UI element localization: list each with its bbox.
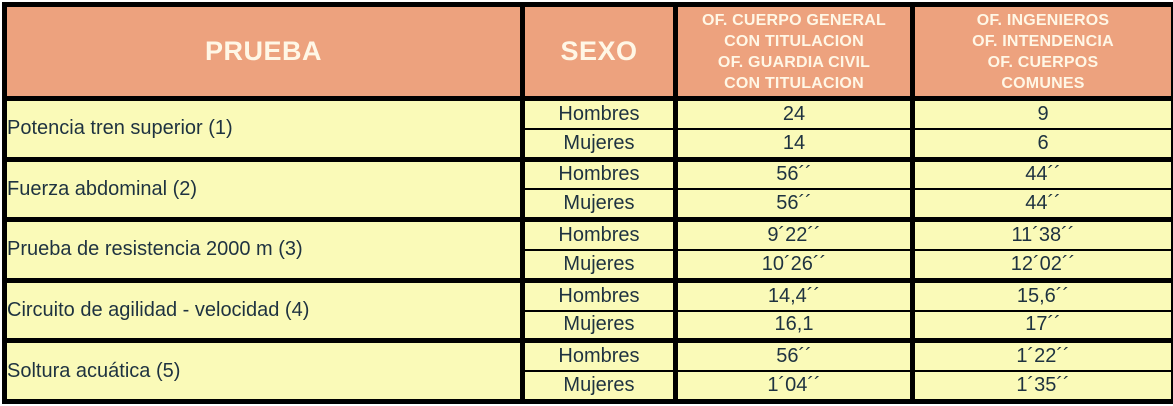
table-row-hombres: Prueba de resistencia 2000 m (3) Hombres… xyxy=(2,217,1173,283)
table-row-hombres: Soltura acuática (5) Hombres 56´´ 1´22´´ xyxy=(2,338,1173,404)
sexo-cell: Hombres xyxy=(520,338,678,373)
sexo-cell: Hombres xyxy=(520,217,678,251)
table-row-hombres: Circuito de agilidad - velocidad (4) Hom… xyxy=(2,277,1173,344)
value-cell: 15,6´´ xyxy=(910,277,1173,312)
value-cell: 16,1 xyxy=(673,309,915,344)
sexo-cell: Hombres xyxy=(520,95,678,130)
value-cell: 56´´ xyxy=(673,338,915,373)
value-cell: 1´22´´ xyxy=(910,338,1173,373)
value-cell: 1´04´´ xyxy=(673,370,915,405)
value-cell: 44´´ xyxy=(910,156,1173,191)
value-cell: 9´22´´ xyxy=(673,217,915,251)
sexo-cell: Mujeres xyxy=(520,127,678,162)
header-sexo: SEXO xyxy=(520,2,678,101)
prueba-cell: Circuito de agilidad - velocidad (4) xyxy=(2,277,525,344)
value-cell: 12´02´´ xyxy=(910,248,1173,283)
sexo-cell: Mujeres xyxy=(520,370,678,405)
value-cell: 44´´ xyxy=(910,188,1173,223)
header-prueba: PRUEBA xyxy=(2,2,525,101)
value-cell: 14 xyxy=(673,127,915,162)
sexo-cell: Mujeres xyxy=(520,248,678,283)
prueba-cell: Fuerza abdominal (2) xyxy=(2,156,525,223)
sexo-cell: Mujeres xyxy=(520,309,678,344)
value-cell: 11´38´´ xyxy=(910,217,1173,251)
value-cell: 56´´ xyxy=(673,188,915,223)
value-cell: 10´26´´ xyxy=(673,248,915,283)
value-cell: 17´´ xyxy=(910,309,1173,344)
value-cell: 9 xyxy=(910,95,1173,130)
value-cell: 6 xyxy=(910,127,1173,162)
sexo-cell: Mujeres xyxy=(520,188,678,223)
table-row-hombres: Potencia tren superior (1) Hombres 24 9 xyxy=(2,95,1173,162)
value-cell: 1´35´´ xyxy=(910,370,1173,405)
sexo-cell: Hombres xyxy=(520,277,678,312)
table-row-mujeres: Mujeres 1´04´´ 1´35´´ xyxy=(5,370,1173,405)
sexo-cell: Hombres xyxy=(520,156,678,191)
prueba-cell: Prueba de resistencia 2000 m (3) xyxy=(2,217,525,283)
header-ingenieros: OF. INGENIEROS OF. INTENDENCIA OF. CUERP… xyxy=(910,2,1173,101)
table-row-hombres: Fuerza abdominal (2) Hombres 56´´ 44´´ xyxy=(2,156,1173,223)
header-cuerpo-general: OF. CUERPO GENERAL CON TITULACION OF. GU… xyxy=(673,2,915,101)
header-row: PRUEBA SEXO OF. CUERPO GENERAL CON TITUL… xyxy=(2,2,1173,101)
table-body: Potencia tren superior (1) Hombres 24 9 … xyxy=(2,95,1173,405)
value-cell: 56´´ xyxy=(673,156,915,191)
table-header: PRUEBA SEXO OF. CUERPO GENERAL CON TITUL… xyxy=(2,2,1173,101)
prueba-cell: Soltura acuática (5) xyxy=(2,338,525,404)
prueba-cell: Potencia tren superior (1) xyxy=(2,96,525,162)
table-row-mujeres: Mujeres 14 6 xyxy=(5,127,1173,162)
table-row-mujeres: Mujeres 56´´ 44´´ xyxy=(5,188,1173,223)
table-row-mujeres: Mujeres 10´26´´ 12´02´´ xyxy=(5,248,1173,283)
table-row-mujeres: Mujeres 16,1 17´´ xyxy=(5,309,1173,344)
value-cell: 14,4´´ xyxy=(673,277,915,312)
value-cell: 24 xyxy=(673,95,915,130)
